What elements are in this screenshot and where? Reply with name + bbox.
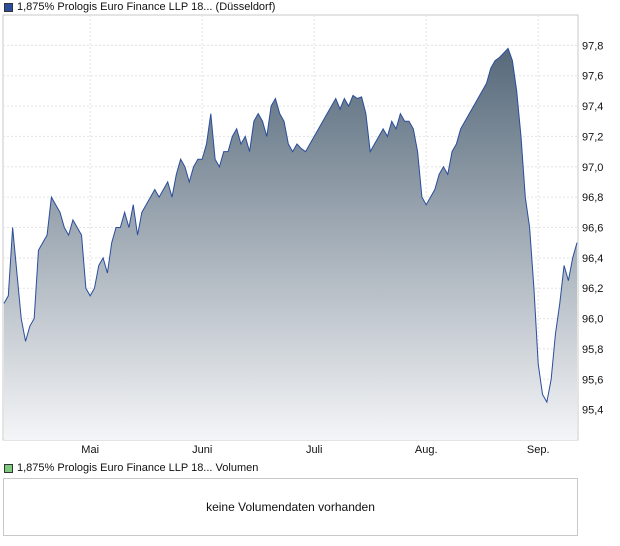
- x-tick-label: Mai: [81, 444, 99, 456]
- volume-panel: keine Volumendaten vorhanden: [3, 478, 578, 536]
- y-tick-label: 97,8: [582, 40, 603, 52]
- price-line: [3, 47, 578, 404]
- x-tick-label: Juli: [306, 444, 323, 456]
- volume-legend: 1,875% Prologis Euro Finance LLP 18... V…: [4, 461, 258, 475]
- y-tick-label: 97,6: [582, 71, 603, 83]
- no-volume-message: keine Volumendaten vorhanden: [206, 500, 375, 514]
- y-tick-label: 95,8: [582, 344, 603, 356]
- x-tick-label: Aug.: [415, 444, 438, 456]
- y-tick-label: 96,4: [582, 253, 603, 265]
- y-tick-label: 96,2: [582, 283, 603, 295]
- y-tick-label: 95,4: [582, 405, 603, 417]
- price-area: [4, 48, 577, 440]
- y-tick-label: 96,8: [582, 192, 603, 204]
- x-tick-label: Sep.: [527, 444, 550, 456]
- y-tick-label: 96,6: [582, 223, 603, 235]
- price-legend-label: 1,875% Prologis Euro Finance LLP 18... (…: [17, 1, 276, 13]
- y-tick-label: 96,0: [582, 314, 603, 326]
- x-tick-label: Juni: [192, 444, 212, 456]
- y-tick-label: 95,6: [582, 374, 603, 386]
- y-tick-label: 97,4: [582, 101, 603, 113]
- x-axis-labels: MaiJuniJuliAug.Sep.Okt.Nov.Dez.Jan.Feb.M…: [81, 444, 550, 456]
- volume-legend-label: 1,875% Prologis Euro Finance LLP 18... V…: [17, 462, 259, 474]
- price-legend-swatch: [4, 2, 13, 12]
- price-chart: 97,8 97,6 97,4 97,2 97,0 96,8 96,6 96,4 96,2 96,0…: [2, 14, 603, 456]
- y-tick-label: 97,2: [582, 131, 603, 143]
- price-legend: 1,875% Prologis Euro Finance LLP 18... (…: [4, 0, 275, 14]
- volume-legend-swatch: [4, 463, 13, 473]
- y-axis-labels: 97,8 97,6 97,4 97,2 97,0 96,8 96,6 96,4 96,2 96,0…: [582, 40, 603, 416]
- y-tick-label: 97,0: [582, 162, 603, 174]
